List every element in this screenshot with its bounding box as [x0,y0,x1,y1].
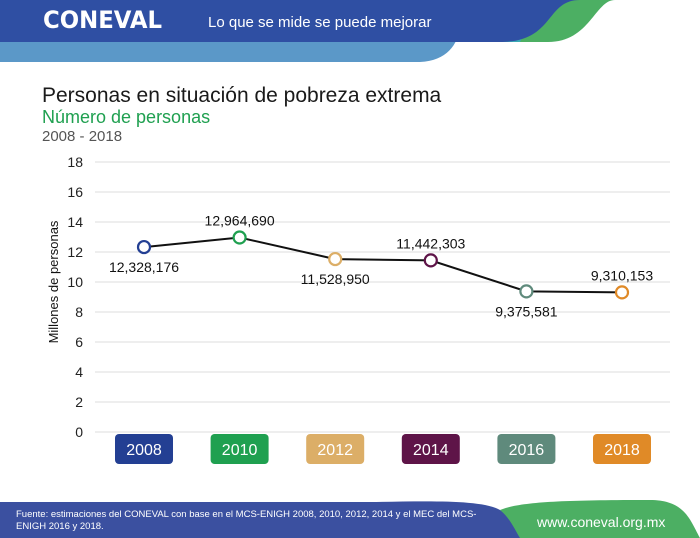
data-label: 12,328,176 [109,259,179,275]
y-tick-label: 12 [67,244,83,260]
chart-title: Personas en situación de pobreza extrema [42,84,442,107]
coneval-logo: CONEVAL [43,6,163,34]
source-note: Fuente: estimaciones del CONEVAL con bas… [16,509,477,532]
data-point [519,284,534,299]
x-category-badge [593,434,651,464]
x-tick-label: 2008 [126,442,162,459]
y-tick-label: 4 [75,364,83,380]
y-tick-label: 6 [75,334,83,350]
x-category-badge [497,434,556,464]
chart-subtitle: Número de personas [42,107,211,127]
y-tick-label: 8 [75,304,83,320]
footer-banner [0,500,700,538]
x-tick-label: 2014 [413,442,449,459]
x-tick-label: 2010 [222,442,258,459]
x-category-badge [306,434,365,464]
y-tick-label: 14 [67,214,83,230]
data-label: 9,310,153 [591,267,653,283]
data-labels: 12,328,176 12,964,690 11,528,950 11,442,303… [109,213,653,320]
x-category-badge [210,434,269,464]
header-banner [0,0,615,62]
data-point [614,285,630,300]
data-points [136,230,630,300]
chart-title-block: Personas en situación de pobreza extrema… [42,84,441,146]
y-tick-labels: 0 2 4 6 8 10 12 14 16 18 [67,154,83,440]
x-tick-label: 2018 [604,442,640,459]
gridlines [95,161,670,433]
x-category-badges: 2008 2010 2012 2014 2016 2018 [115,434,651,464]
y-tick-label: 18 [67,154,83,170]
y-axis-label: Millones de personas [46,220,61,343]
y-tick-label: 0 [75,424,83,440]
series-line-group [143,236,623,294]
y-tick-label: 16 [67,184,83,200]
x-category-badge [401,434,460,464]
data-label: 12,964,690 [205,213,275,229]
y-tick-label: 10 [67,274,83,290]
x-tick-label: 2012 [317,442,353,459]
header-tagline: Lo que se mide se puede mejorar [208,14,432,31]
y-tick-label: 2 [75,394,83,410]
data-point [423,253,438,268]
chart-period: 2008 - 2018 [42,128,123,145]
data-point [232,230,247,245]
data-point [136,239,152,255]
data-label: 11,528,950 [301,271,370,287]
website-link[interactable]: www.coneval.org.mx [537,514,666,530]
data-point [328,251,343,267]
data-label: 11,442,303 [396,235,465,251]
series-line [143,236,623,294]
data-label: 9,375,581 [495,303,557,319]
x-category-badge [115,434,173,464]
x-tick-label: 2016 [509,442,545,459]
